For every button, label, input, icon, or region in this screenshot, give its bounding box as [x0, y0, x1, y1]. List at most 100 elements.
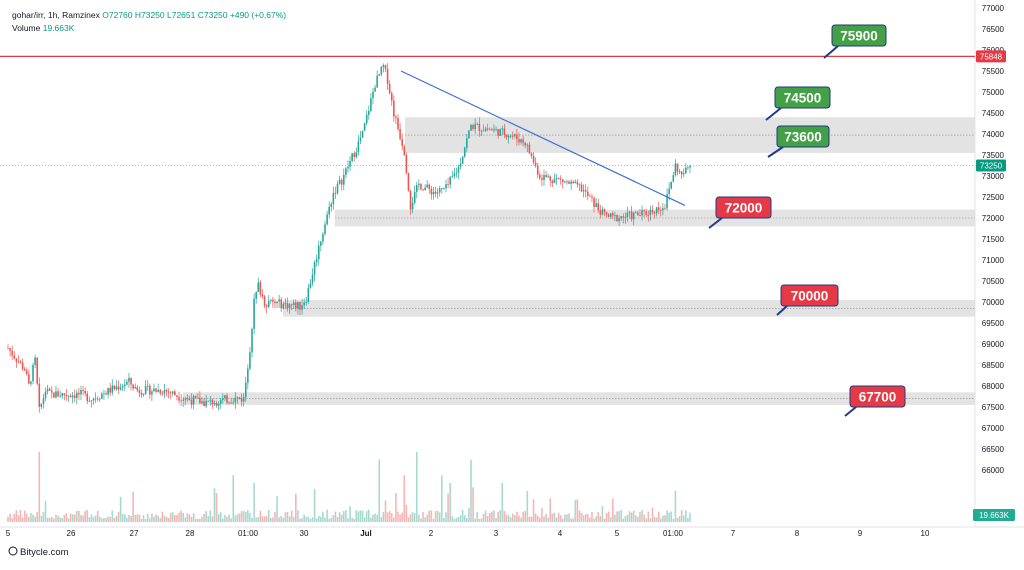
volume-bar — [589, 517, 591, 522]
candle-body — [399, 129, 401, 140]
volume-bar — [407, 517, 410, 522]
candle-body — [209, 399, 212, 401]
candle-body — [124, 384, 126, 387]
volume-bar — [486, 515, 489, 522]
candle-body — [670, 181, 673, 189]
volume-bar — [261, 516, 264, 522]
candle-body — [244, 382, 247, 398]
candle-body — [505, 134, 508, 138]
last-price-tag — [976, 159, 1006, 172]
callout-pointer — [823, 45, 839, 59]
candle-body — [119, 387, 122, 390]
volume-bar — [88, 517, 91, 522]
annotation-lines — [0, 55, 975, 206]
candle-body — [401, 139, 403, 147]
volume-bar — [109, 516, 111, 522]
candle-body — [230, 402, 232, 404]
candle-body — [82, 389, 84, 391]
candle-body — [28, 374, 30, 384]
candle-body — [545, 175, 547, 177]
volume-bar — [251, 517, 253, 522]
candle-body — [618, 218, 620, 222]
volume-bar — [624, 516, 627, 522]
volume-bar — [386, 512, 389, 522]
volume-bar — [205, 511, 207, 522]
candle-body — [305, 301, 308, 303]
candle-body — [476, 123, 479, 125]
volume-bar — [415, 451, 418, 522]
candle-body — [25, 370, 28, 375]
candle-body — [299, 301, 301, 310]
candle-body — [121, 386, 124, 388]
candle-body — [557, 178, 560, 179]
candle-body — [17, 361, 20, 363]
volume-bar — [401, 512, 403, 522]
candle-body — [92, 398, 95, 401]
candle-body — [301, 305, 303, 310]
price-tick-label: 72500 — [982, 193, 1005, 202]
candle-body — [570, 181, 572, 184]
volume-bar — [378, 459, 381, 522]
price-tick-label: 66000 — [982, 466, 1005, 475]
volume-bar — [689, 512, 691, 522]
candle-body — [105, 393, 107, 395]
candle-body — [651, 209, 654, 213]
volume-bar — [328, 518, 330, 522]
candle-body — [151, 391, 153, 395]
volume-bar — [274, 512, 276, 522]
candle-body — [587, 191, 589, 196]
volume-bar — [234, 515, 237, 522]
candle-body — [313, 262, 316, 275]
volume-bar — [107, 516, 109, 522]
volume-bar — [192, 513, 195, 522]
candle-body — [484, 128, 487, 131]
candle-body — [426, 184, 429, 188]
candle-body — [199, 397, 201, 404]
volume-bar — [363, 517, 366, 522]
candle-body — [44, 391, 47, 399]
volume-bar — [637, 516, 639, 522]
candle-body — [447, 184, 449, 185]
volume-bar — [19, 510, 22, 522]
callout-label: 75900 — [840, 29, 878, 44]
candle-body — [132, 384, 134, 389]
volume-bar — [539, 517, 541, 522]
candle-body — [347, 166, 349, 169]
candle-body — [146, 385, 149, 387]
candle-body — [126, 381, 128, 385]
candle-body — [153, 388, 155, 392]
candle-body — [269, 299, 272, 302]
candle-body — [328, 207, 330, 215]
callout-pointer — [776, 305, 788, 316]
volume-bar — [213, 488, 216, 522]
candle-body — [420, 183, 422, 190]
volume-bar — [171, 512, 174, 522]
candle-body — [240, 398, 243, 402]
candle-body — [224, 395, 226, 398]
volume-bar — [620, 510, 622, 522]
volume-bar — [376, 514, 378, 522]
volume-bar — [130, 515, 132, 522]
time-tick-label: Jul — [360, 529, 372, 538]
volume-bar — [480, 518, 483, 522]
volume-bar — [311, 517, 314, 522]
volume-bar — [605, 512, 608, 522]
candle-body — [511, 135, 514, 137]
candle-body — [205, 401, 207, 407]
volume-bar — [165, 516, 168, 522]
callout-label: 72000 — [725, 201, 763, 216]
candle-body — [653, 212, 656, 214]
candle-body — [236, 397, 239, 399]
candle-body — [376, 75, 378, 88]
price-tick-label: 68000 — [982, 382, 1005, 391]
candle-body — [11, 350, 13, 356]
candle-body — [386, 68, 389, 84]
candle-body — [397, 117, 399, 130]
time-tick-label: 7 — [731, 529, 736, 538]
candle-body — [589, 195, 591, 197]
volume-bar — [151, 513, 153, 522]
candle-body — [309, 283, 312, 288]
volume-bar — [488, 512, 491, 522]
candle-body — [215, 402, 218, 406]
candle-body — [553, 178, 556, 183]
